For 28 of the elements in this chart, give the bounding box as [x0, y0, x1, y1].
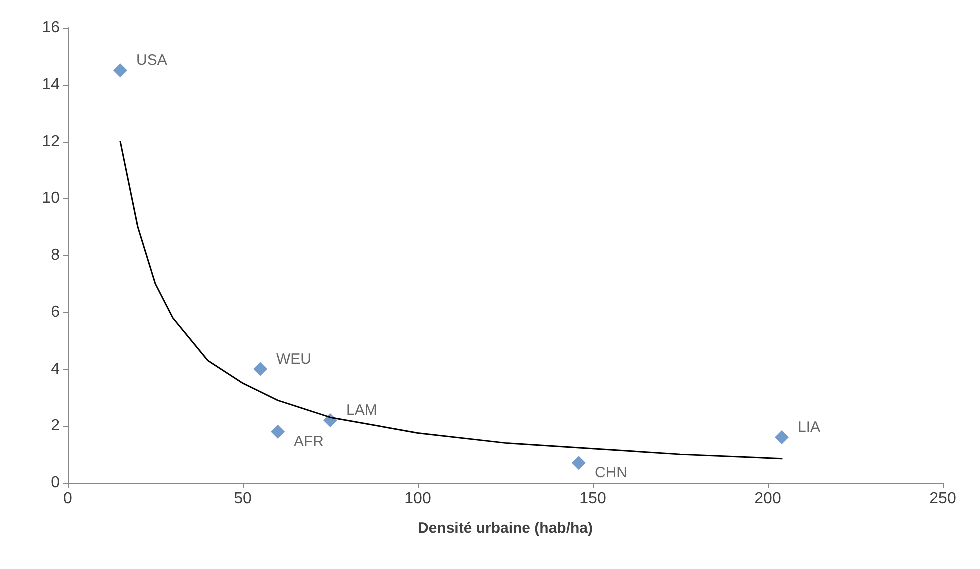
point: [572, 456, 586, 470]
x-tick-label: 0: [64, 490, 73, 508]
annotation: USA: [136, 52, 168, 70]
point: [271, 424, 285, 439]
x-tick-label: 100: [404, 490, 432, 508]
point: [114, 64, 128, 78]
y-tick-label: 16: [42, 20, 60, 36]
x-tick-label: 250: [930, 490, 956, 508]
line-series: [120, 141, 783, 460]
annotation: CHN: [595, 464, 628, 482]
x-tick-label: 200: [754, 490, 782, 508]
y-tick-label: 6: [51, 304, 60, 321]
annotation: LAM: [346, 402, 378, 419]
y-tick-label: 0: [51, 474, 60, 492]
x-axis-title: Densité urbaine (hab/ha): [418, 520, 594, 537]
y-tick-label: 12: [42, 133, 60, 150]
point: [775, 430, 789, 444]
annotation: AFR: [294, 433, 324, 450]
y-tick-label: 8: [51, 247, 60, 264]
y-tick-label: 14: [42, 76, 60, 94]
y-tick-label: 10: [42, 190, 60, 208]
point: [254, 362, 268, 376]
y-tick-label: 4: [51, 360, 60, 378]
annotation: WEU: [276, 350, 312, 368]
x-tick-label: 150: [580, 490, 606, 508]
annotation: LIA: [798, 419, 821, 436]
y-tick-label: 2: [51, 418, 60, 435]
x-tick-label: 50: [234, 490, 252, 508]
